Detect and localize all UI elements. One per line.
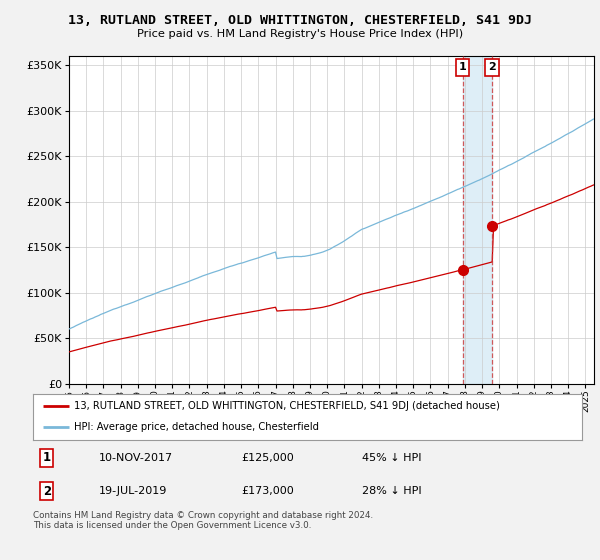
Text: 1: 1 [458,63,466,72]
Text: £173,000: £173,000 [242,486,295,496]
Text: HPI: Average price, detached house, Chesterfield: HPI: Average price, detached house, Ches… [74,422,319,432]
Text: Price paid vs. HM Land Registry's House Price Index (HPI): Price paid vs. HM Land Registry's House … [137,29,463,39]
Text: 28% ↓ HPI: 28% ↓ HPI [362,486,422,496]
Text: £125,000: £125,000 [242,453,295,463]
Text: 45% ↓ HPI: 45% ↓ HPI [362,453,422,463]
Bar [463,56,491,384]
Text: 2: 2 [488,63,496,72]
Text: 13, RUTLAND STREET, OLD WHITTINGTON, CHESTERFIELD, S41 9DJ (detached house): 13, RUTLAND STREET, OLD WHITTINGTON, CHE… [74,401,500,411]
Text: 10-NOV-2017: 10-NOV-2017 [99,453,173,463]
Text: 13, RUTLAND STREET, OLD WHITTINGTON, CHESTERFIELD, S41 9DJ: 13, RUTLAND STREET, OLD WHITTINGTON, CHE… [68,14,532,27]
Text: 19-JUL-2019: 19-JUL-2019 [99,486,167,496]
Text: 1: 1 [43,451,51,464]
Text: 2: 2 [43,485,51,498]
Text: Contains HM Land Registry data © Crown copyright and database right 2024.
This d: Contains HM Land Registry data © Crown c… [33,511,373,530]
